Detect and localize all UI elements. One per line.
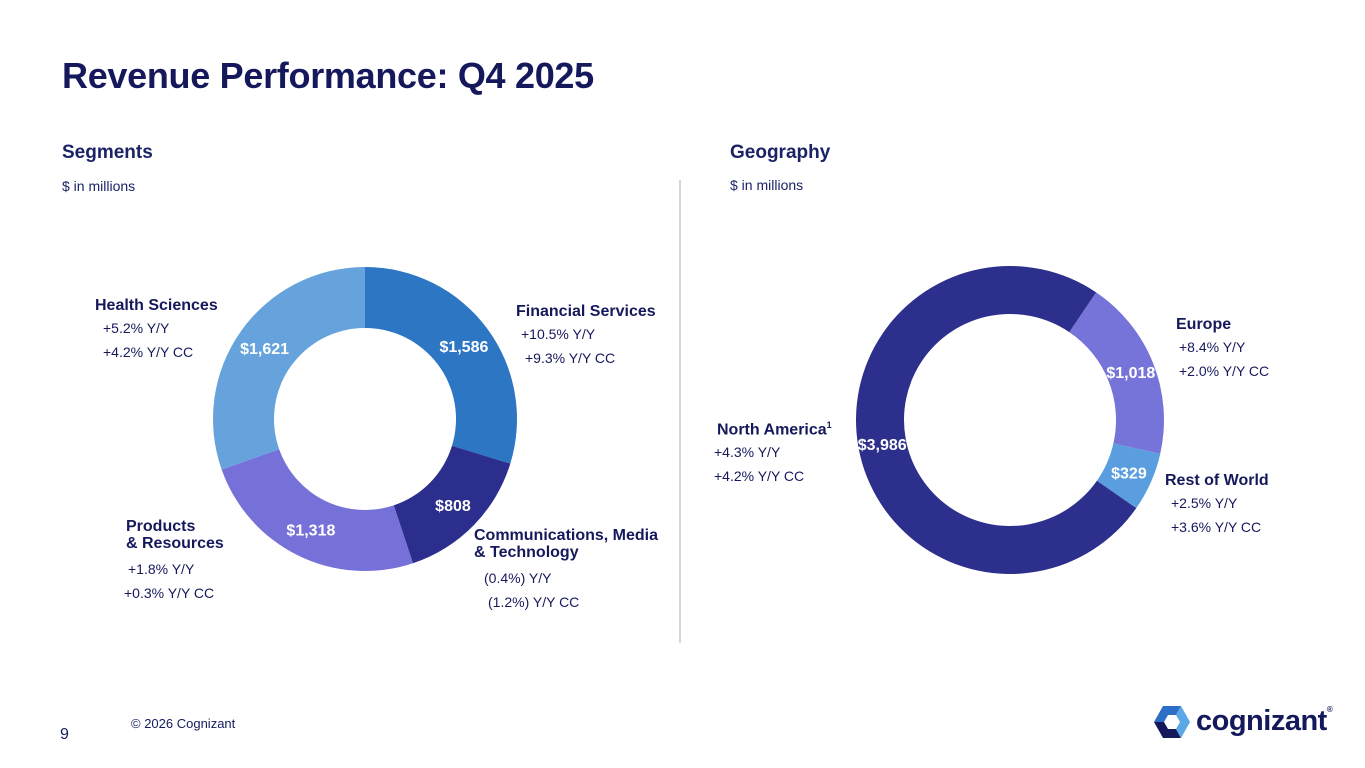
rest-of-world-yycc: +3.6% Y/Y CC (1171, 519, 1262, 535)
copyright: © 2026 Cognizant (131, 716, 236, 731)
rest-of-world-name: Rest of World (1165, 472, 1269, 489)
label-north-america: North America1 +4.3% Y/Y +4.2% Y/Y CC (714, 417, 832, 485)
cmt-name-2: & Technology (474, 544, 579, 561)
products-resources-name-2: & Resources (126, 535, 224, 552)
data-label-communications-media-technology: $808 (435, 498, 471, 515)
north-america-name: North America (717, 421, 827, 439)
section-divider (679, 180, 681, 643)
cmt-name-1: Communications, Media (474, 527, 659, 544)
geography-unit: $ in millions (730, 177, 804, 193)
products-resources-yycc: +0.3% Y/Y CC (124, 585, 215, 601)
label-products-resources: Products & Resources +1.8% Y/Y +0.3% Y/Y… (124, 518, 224, 601)
slice-europe (1069, 292, 1165, 454)
health-sciences-name: Health Sciences (95, 297, 218, 314)
europe-name: Europe (1176, 316, 1232, 333)
cognizant-logo: cognizant® (1154, 705, 1333, 738)
label-health-sciences: Health Sciences +5.2% Y/Y +4.2% Y/Y CC (95, 297, 218, 360)
data-label-north-america: $3,986 (858, 437, 907, 454)
data-label-rest-of-world: $329 (1111, 466, 1147, 483)
page-number: 9 (60, 726, 69, 743)
slice-financial-services (365, 267, 518, 464)
segments-title: Segments (62, 142, 153, 163)
north-america-yy: +4.3% Y/Y (714, 444, 781, 461)
page-title: Revenue Performance: Q4 2025 (62, 55, 594, 96)
data-label-financial-services: $1,586 (439, 339, 488, 356)
logo-registered: ® (1326, 705, 1333, 714)
financial-services-yy: +10.5% Y/Y (521, 326, 596, 342)
cmt-yycc: (1.2%) Y/Y CC (488, 594, 580, 610)
products-resources-yy: +1.8% Y/Y (128, 561, 195, 577)
europe-yycc: +2.0% Y/Y CC (1179, 363, 1270, 379)
label-financial-services: Financial Services +10.5% Y/Y +9.3% Y/Y … (516, 303, 656, 366)
slice-health-sciences (212, 267, 365, 470)
label-rest-of-world: Rest of World +2.5% Y/Y +3.6% Y/Y CC (1165, 472, 1269, 535)
label-europe: Europe +8.4% Y/Y +2.0% Y/Y CC (1176, 316, 1269, 379)
data-label-europe: $1,018 (1106, 365, 1155, 382)
health-sciences-yycc: +4.2% Y/Y CC (103, 344, 194, 360)
segments-unit: $ in millions (62, 178, 136, 194)
rest-of-world-yy: +2.5% Y/Y (1171, 495, 1238, 511)
slice-communications-media-technology (393, 445, 511, 564)
data-label-health-sciences: $1,621 (240, 341, 289, 358)
north-america-footnote: 1 (826, 420, 832, 430)
products-resources-name-1: Products (126, 518, 196, 535)
financial-services-name: Financial Services (516, 303, 656, 320)
data-label-products-resources: $1,318 (286, 522, 335, 539)
logo-text: cognizant (1196, 705, 1327, 737)
slice-rest-of-world (1096, 443, 1161, 509)
cognizant-logo-icon (1154, 705, 1190, 738)
geography-title: Geography (730, 142, 831, 163)
slice-north-america (856, 265, 1137, 574)
cmt-yy: (0.4%) Y/Y (484, 570, 552, 586)
label-communications-media-technology: Communications, Media & Technology (0.4%… (474, 527, 658, 610)
health-sciences-yy: +5.2% Y/Y (103, 320, 170, 336)
financial-services-yycc: +9.3% Y/Y CC (525, 350, 616, 366)
north-america-yycc: +4.2% Y/Y CC (714, 468, 805, 485)
slice-products-resources (221, 449, 413, 571)
europe-yy: +8.4% Y/Y (1179, 339, 1246, 355)
